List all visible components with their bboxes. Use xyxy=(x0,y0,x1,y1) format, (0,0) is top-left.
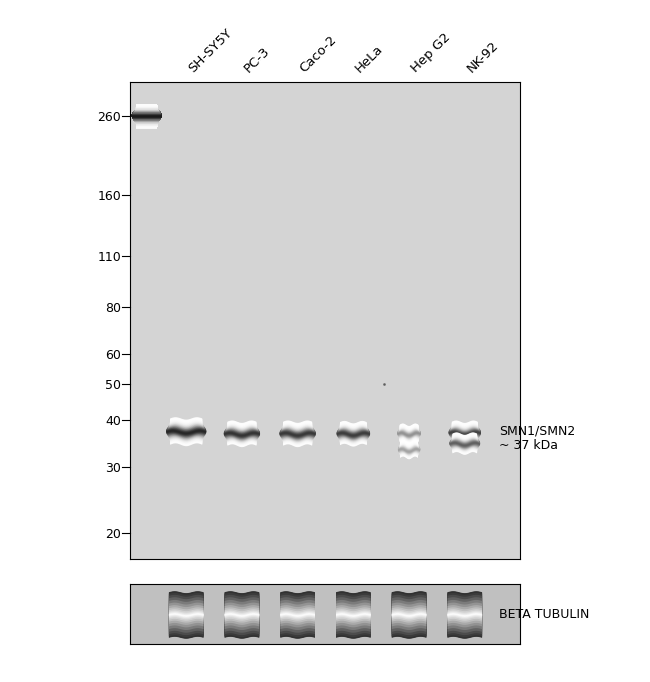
Text: Hep G2: Hep G2 xyxy=(409,31,453,75)
Text: BETA TUBULIN: BETA TUBULIN xyxy=(499,608,589,621)
Text: NK-92: NK-92 xyxy=(464,38,500,75)
Text: PC-3: PC-3 xyxy=(241,44,272,75)
Text: ~ 37 kDa: ~ 37 kDa xyxy=(499,439,558,452)
Text: Caco-2: Caco-2 xyxy=(297,33,339,75)
Text: SMN1/SMN2: SMN1/SMN2 xyxy=(499,424,575,437)
Text: SH-SY5Y: SH-SY5Y xyxy=(186,26,235,75)
Text: HeLa: HeLa xyxy=(353,42,385,75)
